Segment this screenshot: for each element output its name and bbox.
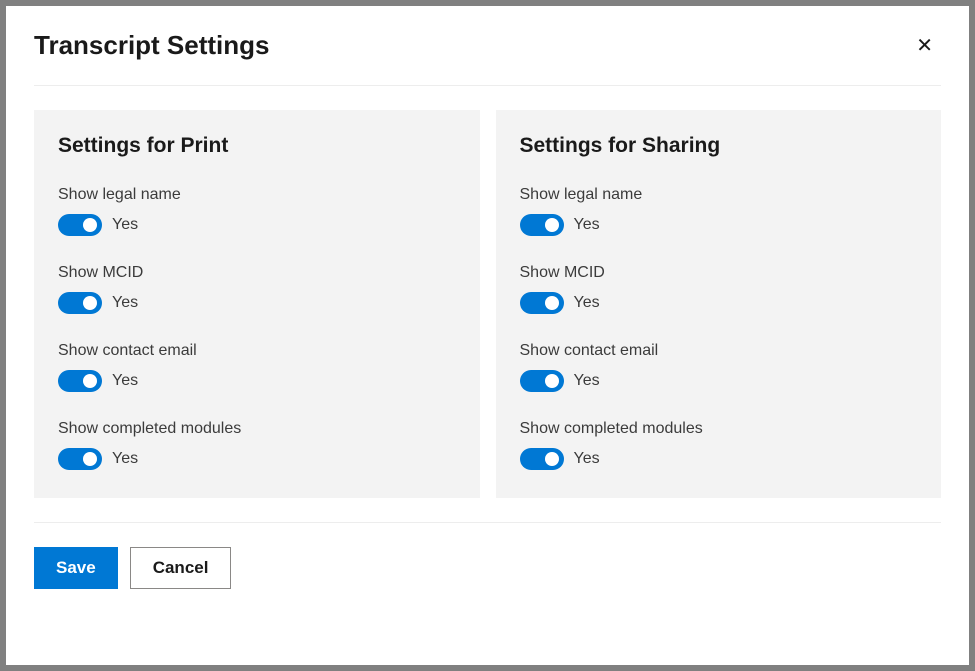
setting-label: Show legal name: [58, 186, 456, 204]
toggle-group: Yes: [58, 448, 456, 470]
toggle-state-label: Yes: [574, 450, 600, 468]
toggle-group: Yes: [520, 214, 918, 236]
setting-label: Show legal name: [520, 186, 918, 204]
close-icon: ✕: [916, 35, 933, 57]
setting-label: Show contact email: [58, 342, 456, 360]
toggle-group: Yes: [58, 214, 456, 236]
toggle-show-legal-name-sharing[interactable]: [520, 214, 564, 236]
sharing-settings-panel: Settings for Sharing Show legal name Yes…: [496, 110, 942, 498]
toggle-group: Yes: [58, 370, 456, 392]
setting-row: Show legal name Yes: [58, 186, 456, 236]
toggle-show-mcid-sharing[interactable]: [520, 292, 564, 314]
toggle-state-label: Yes: [112, 216, 138, 234]
toggle-state-label: Yes: [112, 294, 138, 312]
setting-row: Show contact email Yes: [58, 342, 456, 392]
cancel-button[interactable]: Cancel: [130, 547, 232, 589]
close-button[interactable]: ✕: [908, 32, 941, 60]
setting-label: Show MCID: [520, 264, 918, 282]
print-panel-title: Settings for Print: [58, 134, 456, 158]
toggle-show-mcid-print[interactable]: [58, 292, 102, 314]
setting-row: Show completed modules Yes: [58, 420, 456, 470]
print-settings-panel: Settings for Print Show legal name Yes S…: [34, 110, 480, 498]
toggle-group: Yes: [520, 370, 918, 392]
setting-row: Show contact email Yes: [520, 342, 918, 392]
toggle-state-label: Yes: [574, 216, 600, 234]
toggle-show-contact-email-sharing[interactable]: [520, 370, 564, 392]
setting-row: Show MCID Yes: [520, 264, 918, 314]
settings-panels: Settings for Print Show legal name Yes S…: [34, 110, 941, 498]
toggle-state-label: Yes: [574, 294, 600, 312]
setting-label: Show completed modules: [520, 420, 918, 438]
toggle-group: Yes: [520, 292, 918, 314]
toggle-state-label: Yes: [112, 372, 138, 390]
toggle-show-completed-modules-print[interactable]: [58, 448, 102, 470]
toggle-state-label: Yes: [112, 450, 138, 468]
setting-row: Show MCID Yes: [58, 264, 456, 314]
setting-label: Show contact email: [520, 342, 918, 360]
save-button[interactable]: Save: [34, 547, 118, 589]
transcript-settings-dialog: Transcript Settings ✕ Settings for Print…: [6, 6, 969, 665]
sharing-panel-title: Settings for Sharing: [520, 134, 918, 158]
setting-label: Show completed modules: [58, 420, 456, 438]
toggle-state-label: Yes: [574, 372, 600, 390]
setting-row: Show legal name Yes: [520, 186, 918, 236]
dialog-title: Transcript Settings: [34, 30, 270, 61]
toggle-show-completed-modules-sharing[interactable]: [520, 448, 564, 470]
dialog-header: Transcript Settings ✕: [34, 30, 941, 86]
toggle-group: Yes: [520, 448, 918, 470]
toggle-group: Yes: [58, 292, 456, 314]
toggle-show-contact-email-print[interactable]: [58, 370, 102, 392]
toggle-show-legal-name-print[interactable]: [58, 214, 102, 236]
dialog-footer: Save Cancel: [34, 522, 941, 589]
setting-label: Show MCID: [58, 264, 456, 282]
setting-row: Show completed modules Yes: [520, 420, 918, 470]
